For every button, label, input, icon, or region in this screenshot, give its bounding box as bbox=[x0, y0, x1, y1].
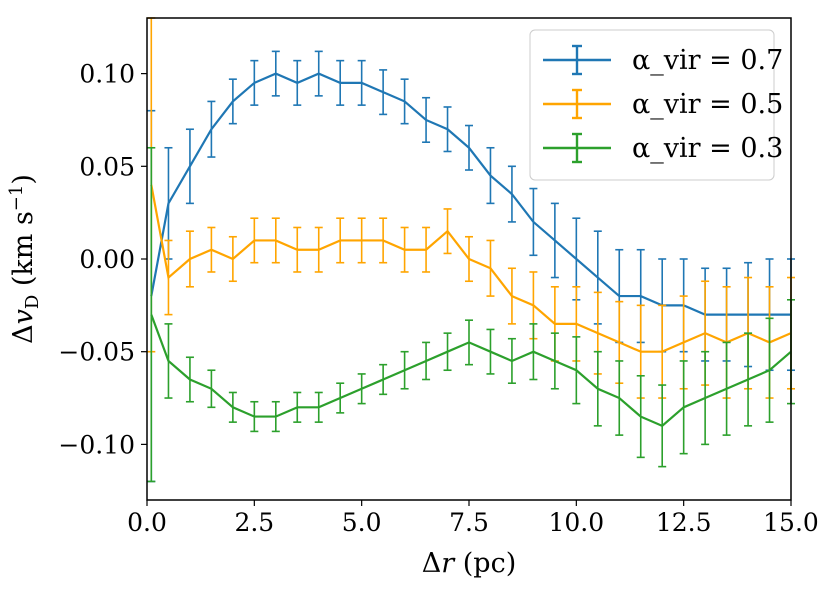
y-tick-label: 0.05 bbox=[79, 152, 135, 181]
y-axis-title: ΔvD (km s−1) bbox=[6, 174, 43, 344]
ticks-layer: 0.0 2.5 5.0 7.5 10.0 12.5 15.0 0.10 0.05 0.00 −0.0… bbox=[58, 60, 818, 537]
legend: α_vir = 0.7 α_vir = 0.5 α_vir = 0.3 bbox=[529, 29, 783, 181]
legend-label: α_vir = 0.3 bbox=[632, 133, 783, 164]
x-tick-label: 0.0 bbox=[127, 508, 167, 537]
legend-label: α_vir = 0.5 bbox=[632, 89, 783, 120]
svg-text:ΔvD (km s−1): ΔvD (km s−1) bbox=[6, 174, 43, 344]
legend-entry: α_vir = 0.7 bbox=[543, 44, 783, 76]
y-tick-label: −0.05 bbox=[58, 338, 135, 367]
y-tick-label: 0.00 bbox=[79, 245, 135, 274]
legend-label: α_vir = 0.7 bbox=[632, 45, 783, 76]
x-tick-label: 2.5 bbox=[234, 508, 274, 537]
x-tick-label: 5.0 bbox=[342, 508, 382, 537]
legend-frame bbox=[529, 29, 775, 181]
series-3 bbox=[147, 146, 795, 483]
x-tick-label: 7.5 bbox=[449, 508, 489, 537]
y-tick-label: −0.10 bbox=[58, 430, 135, 459]
x-tick-label: 12.5 bbox=[656, 508, 712, 537]
series-line bbox=[150, 314, 792, 428]
x-tick-label: 15.0 bbox=[763, 508, 819, 537]
series-layer bbox=[147, 17, 795, 483]
series-line bbox=[150, 184, 792, 353]
legend-entry: α_vir = 0.3 bbox=[543, 132, 783, 164]
y-tick-label: 0.10 bbox=[79, 60, 135, 89]
x-axis-title: Δr (pc) bbox=[422, 548, 516, 579]
legend-entry: α_vir = 0.5 bbox=[543, 88, 783, 120]
x-tick-label: 10.0 bbox=[548, 508, 604, 537]
